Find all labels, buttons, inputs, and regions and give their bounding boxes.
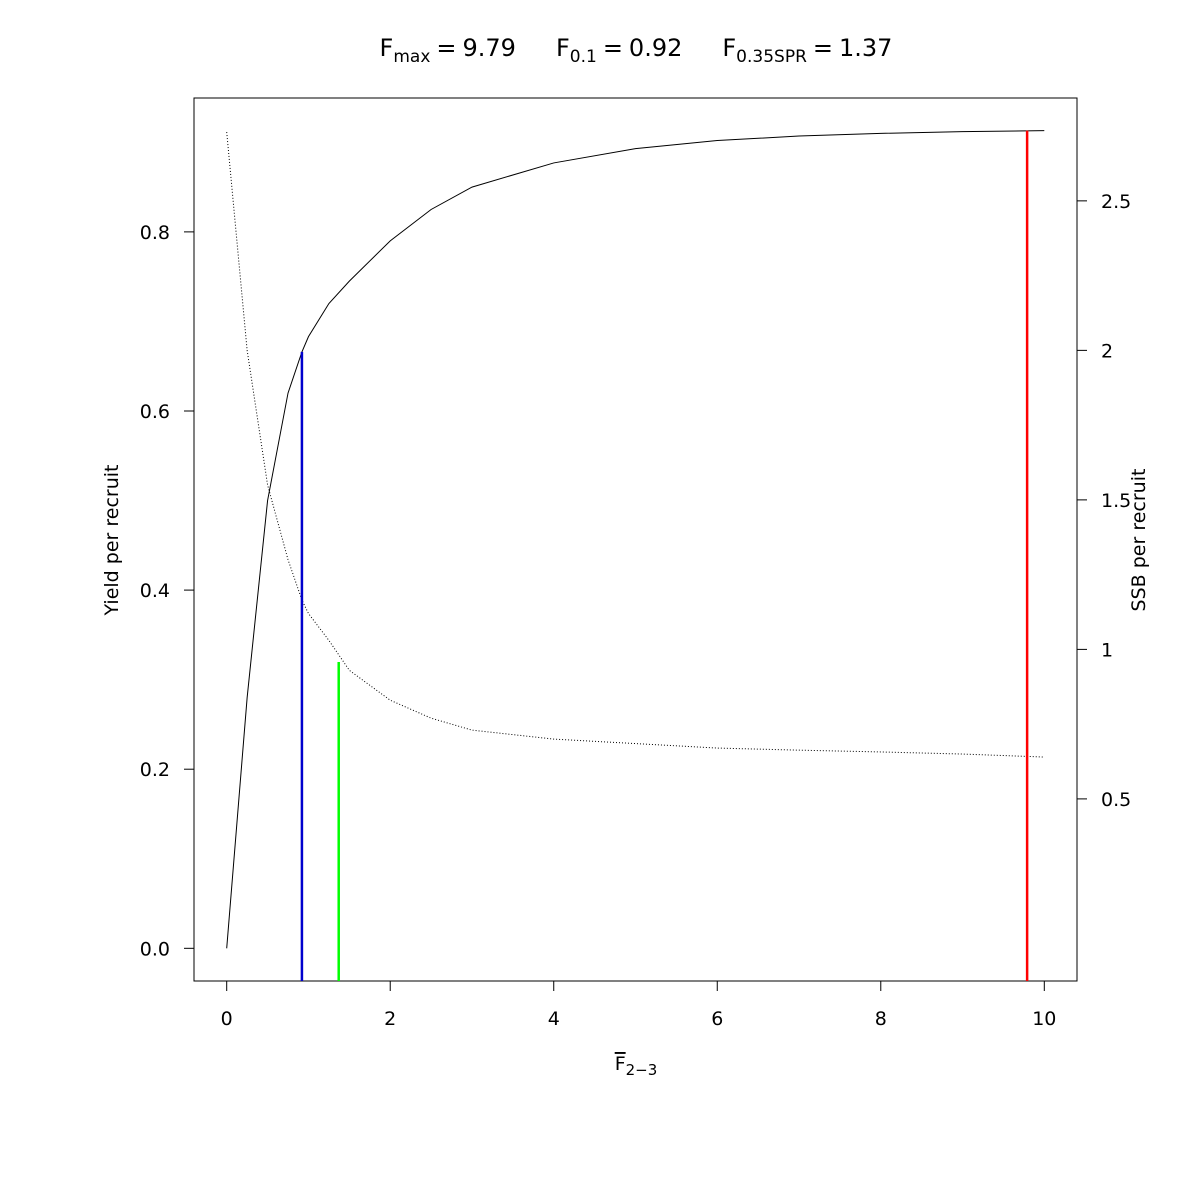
title-value: 0.92 bbox=[629, 34, 682, 62]
y-tick-label: 0.6 bbox=[140, 401, 170, 423]
title-subscript: 0.35SPR bbox=[736, 47, 807, 67]
x-tick-label: 10 bbox=[1032, 1008, 1056, 1030]
title-symbol: F bbox=[556, 34, 570, 62]
title-relation: = bbox=[603, 34, 623, 62]
y2-axis-label: SSB per recruit bbox=[1128, 469, 1150, 612]
title-subscript: max bbox=[393, 47, 430, 67]
y-tick-label: 0.4 bbox=[140, 580, 170, 602]
x-label-symbol: F bbox=[615, 1053, 626, 1075]
plot-frame bbox=[193, 97, 1078, 982]
y-tick-label: 0.8 bbox=[140, 222, 170, 244]
x-tick-label: 8 bbox=[875, 1008, 887, 1030]
x-tick-label: 2 bbox=[384, 1008, 396, 1030]
y2-tick-label: 2 bbox=[1101, 340, 1113, 362]
x-tick-label: 4 bbox=[548, 1008, 560, 1030]
y2-tick-label: 1.5 bbox=[1101, 490, 1131, 512]
y2-tick-label: 2.5 bbox=[1101, 191, 1131, 213]
x-label-subscript: 2−3 bbox=[626, 1061, 658, 1079]
title-relation: = bbox=[436, 34, 456, 62]
title-subscript: 0.1 bbox=[570, 47, 597, 67]
curve bbox=[226, 132, 1045, 758]
title-value: 1.37 bbox=[839, 34, 892, 62]
y2-tick-label: 1 bbox=[1101, 639, 1113, 661]
curve bbox=[226, 130, 1045, 949]
title-relation: = bbox=[813, 34, 833, 62]
y-tick-label: 0.0 bbox=[140, 938, 170, 960]
title-symbol: F bbox=[722, 34, 736, 62]
x-tick-label: 6 bbox=[711, 1008, 723, 1030]
title-symbol: F bbox=[380, 34, 394, 62]
x-tick-label: 0 bbox=[221, 1008, 233, 1030]
y2-tick-label: 0.5 bbox=[1101, 789, 1131, 811]
y-axis-label: Yield per recruit bbox=[101, 465, 123, 617]
x-axis-label: F2−3 bbox=[615, 1053, 658, 1079]
chart-title: Fmax = 9.79 F0.1 = 0.92 F0.35SPR = 1.37 bbox=[380, 34, 893, 67]
title-value: 9.79 bbox=[463, 34, 516, 62]
y-tick-label: 0.2 bbox=[140, 759, 170, 781]
